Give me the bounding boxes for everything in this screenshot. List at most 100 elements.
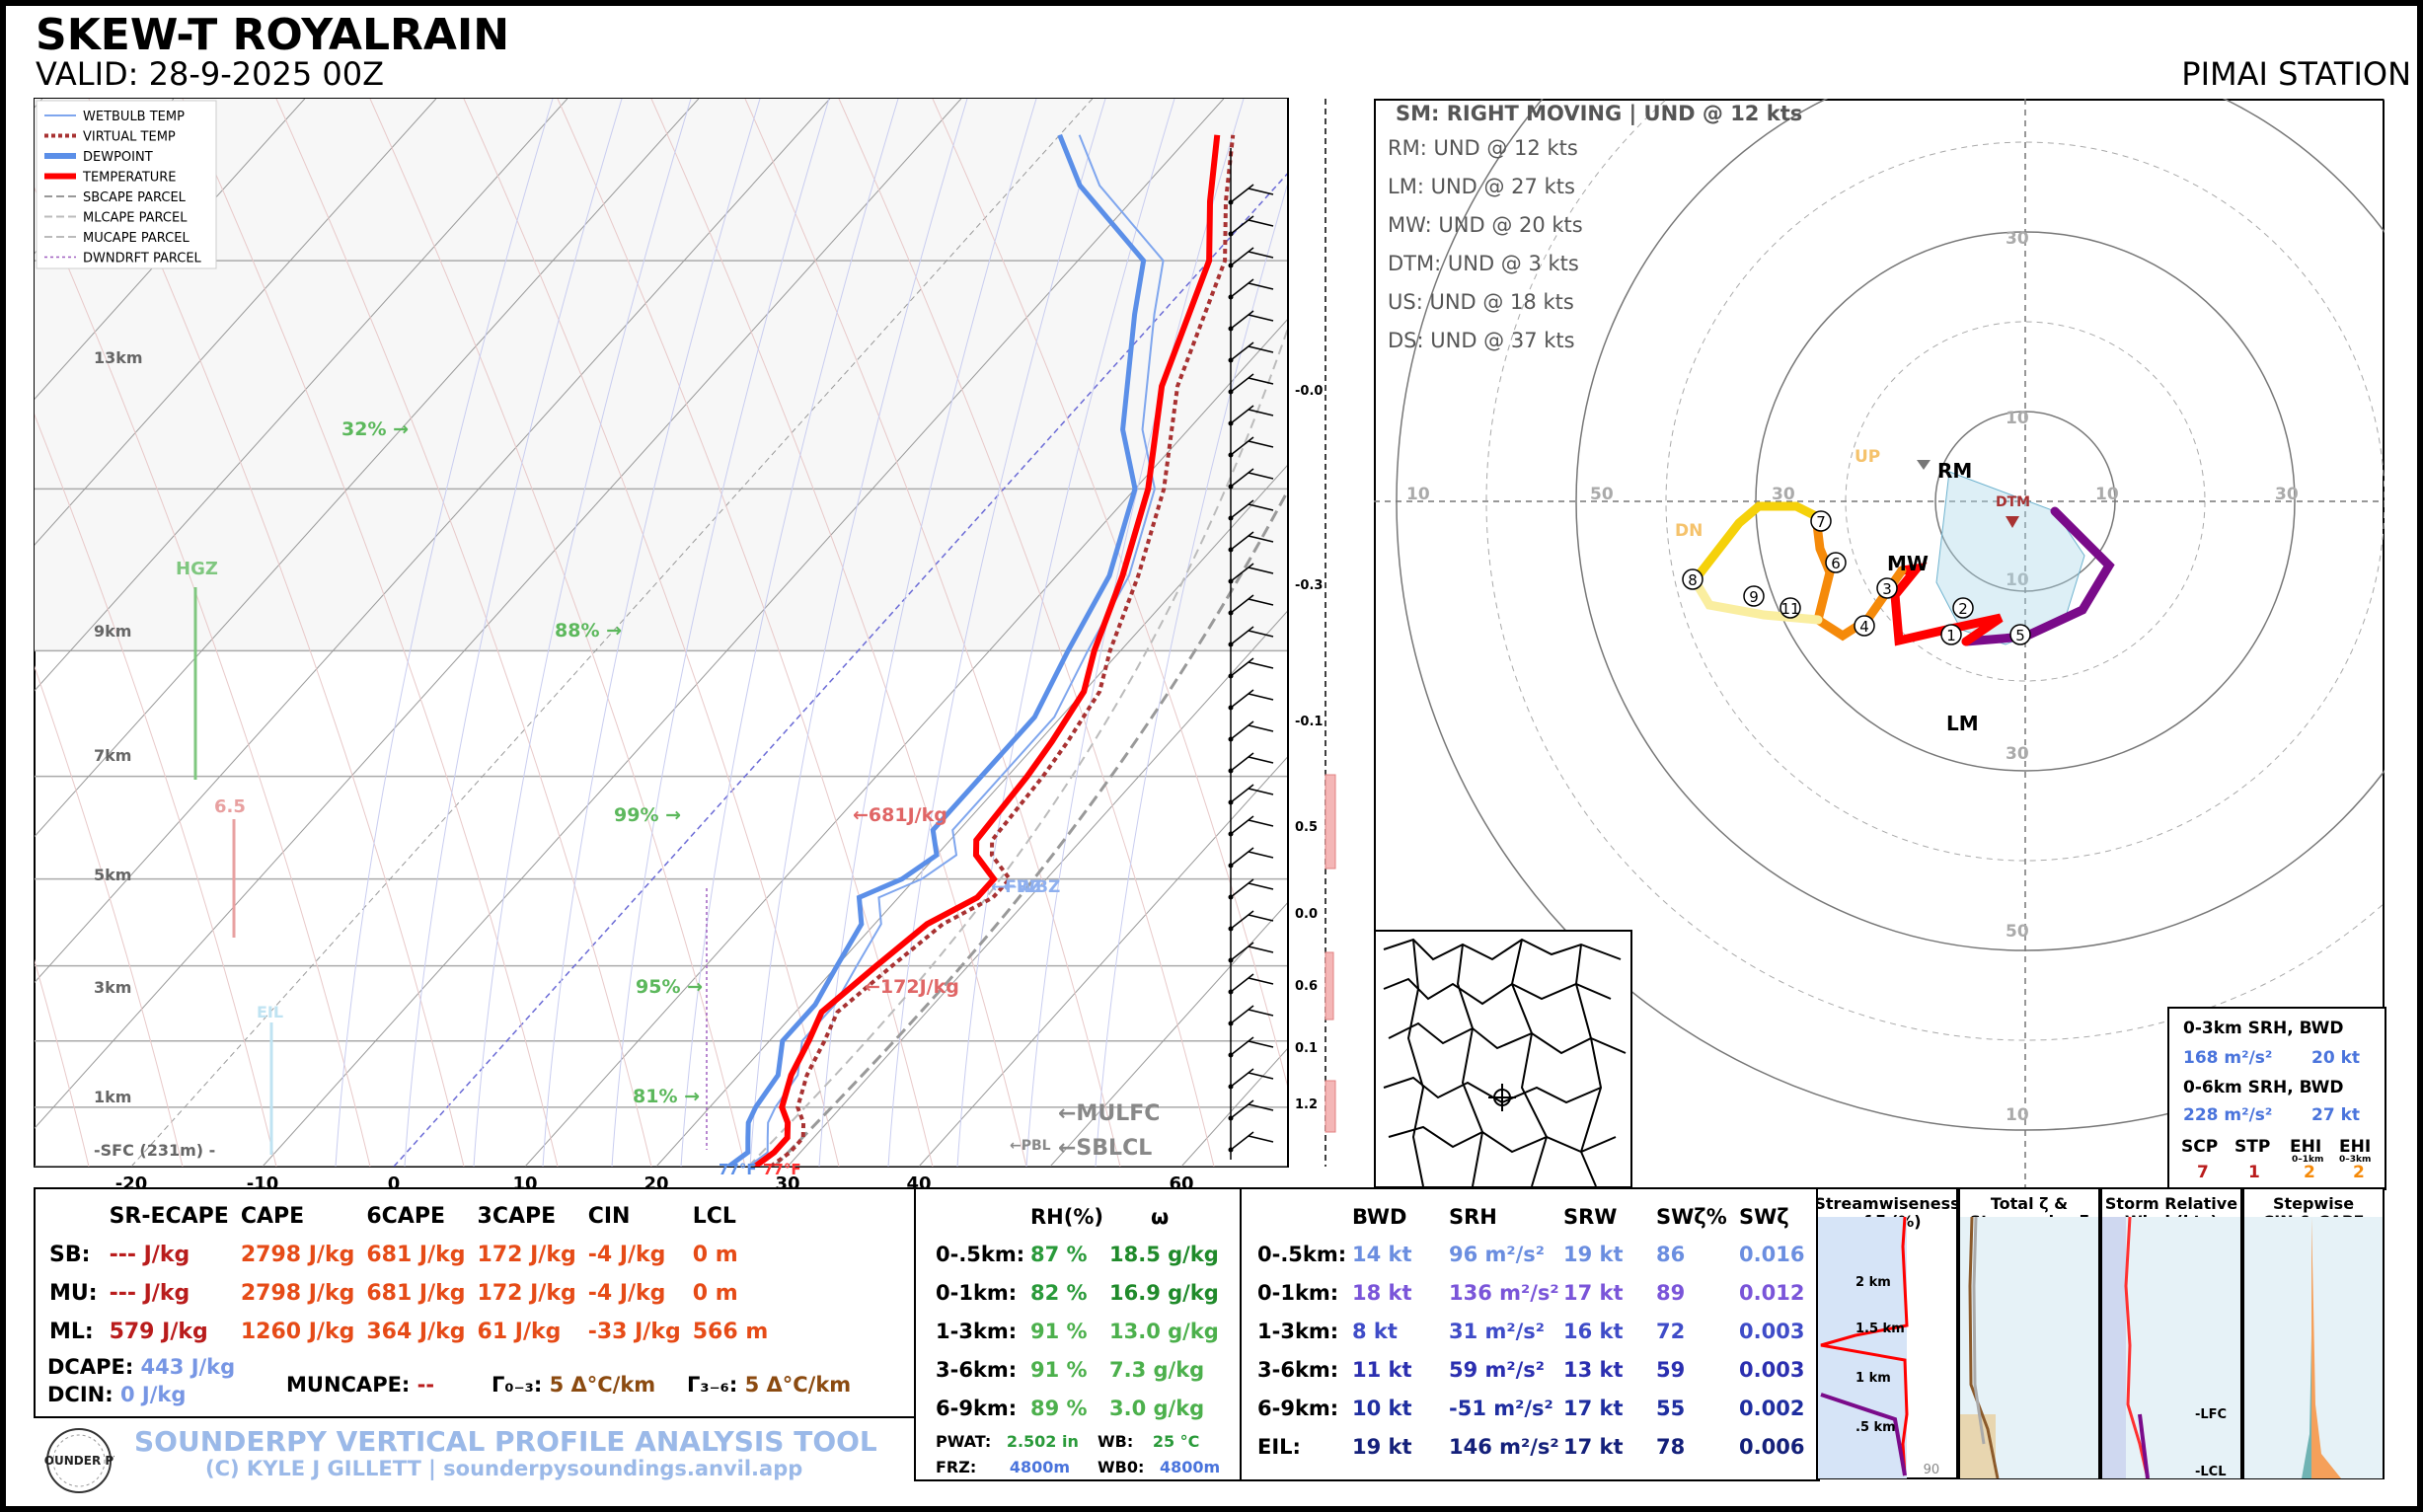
dry-adiabat [557, 99, 934, 1167]
cell: 2798 J/kg [240, 1281, 355, 1306]
hodo-marker-label: LM [1946, 712, 1979, 735]
mini-tick-label: 90 [1924, 1463, 1940, 1477]
dcape-label: DCAPE: [47, 1355, 134, 1379]
mini-panels: Streamwisenessof ζ (%)507090Total ζ &Str… [1816, 1187, 2385, 1479]
kinematic-cell: 59 [1656, 1358, 1686, 1382]
hodo-point-marker [1825, 552, 1847, 573]
wind-barb [1248, 188, 1274, 195]
cell: 579 J/kg [109, 1320, 208, 1344]
kinematic-cell: 10 kt [1352, 1397, 1412, 1420]
wind-barb [1230, 563, 1254, 582]
frz-label: FRZ: [936, 1458, 977, 1476]
kinematic-cell: 16 kt [1563, 1320, 1624, 1343]
muncape-label: MUNCAPE: [286, 1373, 411, 1397]
cape-fill [2311, 1217, 2341, 1478]
streamwise-low-line [1820, 1393, 1907, 1476]
wind-barb [1248, 914, 1274, 922]
moist-adiabat [887, 99, 1106, 1167]
legend-entry: DWNDRFT PARCEL [83, 252, 202, 266]
cell: -4 J/kg [587, 1243, 666, 1267]
omega-label: 0.5 [1295, 820, 1318, 835]
wind-barb [1248, 472, 1274, 480]
legend-entry: MUCAPE PARCEL [83, 231, 189, 246]
wind-barb [1230, 1036, 1254, 1056]
hodo-point-marker [1743, 585, 1765, 607]
moist-adiabat [749, 99, 968, 1167]
wind-barb [1248, 1135, 1274, 1143]
omega-label: -0.3 [1295, 578, 1323, 593]
kinematic-cell: 0.006 [1739, 1435, 1805, 1459]
station-name: PIMAI STATION [2181, 55, 2411, 93]
omega-label: -0.1 [1295, 715, 1323, 729]
total-vorticity-line [1968, 1216, 2000, 1479]
skewt-annotation: ←SBLCL [1058, 1136, 1152, 1161]
kinematic-cell: 17 kt [1563, 1281, 1624, 1305]
kinematic-header: SRH [1449, 1205, 1497, 1229]
mixing-ratio-value: 13.0 g/kg [1109, 1320, 1219, 1343]
wind-barb [1230, 1099, 1254, 1119]
pressure-tick-label: 1000 [0, 1159, 31, 1178]
kinematic-cell: 13 kt [1563, 1358, 1624, 1382]
lfc-mark: -LFC [2195, 1407, 2227, 1422]
row-label: ML: [49, 1320, 94, 1344]
wind-barb [1248, 756, 1274, 764]
wind-barb [1230, 752, 1254, 772]
hodo-point-label: 5 [2015, 627, 2025, 644]
cell: -33 J/kg [587, 1320, 681, 1344]
isotherm [262, 99, 1225, 1167]
dry-adiabat [744, 99, 1121, 1167]
wind-barb [1248, 440, 1274, 448]
kinematic-cell: 72 [1656, 1320, 1686, 1343]
moist-adiabat [473, 99, 692, 1167]
pressure-tick-label: 400 [0, 643, 31, 662]
wind-barb [1230, 689, 1254, 709]
srh03-value: 168 m²/s² [2183, 1048, 2273, 1068]
valid-time: VALID: 28-9-2025 00Z [36, 55, 385, 93]
wind-barb [1230, 784, 1254, 803]
dcape-value: 443 J/kg [140, 1355, 236, 1379]
legend-entry: DEWPOINT [83, 150, 153, 165]
wind-barb [1248, 503, 1274, 511]
storm-motion-text: LM: UND @ 27 kts [1388, 175, 1575, 198]
skewt-annotation: 13km [94, 348, 143, 367]
isotherm [655, 464, 1288, 1167]
bwd06-value: 27 kt [2311, 1105, 2361, 1125]
moist-adiabat [680, 99, 899, 1167]
hodo-marker-label: DTM [1996, 494, 2030, 510]
kinematic-cell: 89 [1656, 1281, 1686, 1305]
skewt-annotation: 77°F [719, 1161, 757, 1178]
hodo-marker-label: MW [1887, 552, 1929, 575]
isotherm [787, 609, 1288, 1167]
kinematic-header: SWζ% [1656, 1205, 1727, 1229]
kinematic-row-label: 1-3km: [1257, 1320, 1339, 1343]
hodo-ring-label: 30 [2275, 485, 2299, 504]
wind-barb [1230, 1131, 1254, 1151]
wind-barb [1230, 341, 1254, 361]
hodo-ring-label: 50 [2006, 922, 2029, 942]
wind-barb [1248, 567, 1274, 574]
stp-label: STP [2234, 1137, 2271, 1157]
isotherm [35, 99, 831, 984]
skewt-annotation: 9km [94, 622, 131, 641]
temperature-line [752, 134, 1221, 1167]
skewt-annotation: ←PBL [1010, 1138, 1051, 1154]
mini-height-label: 2 km [1855, 1275, 1891, 1290]
shear-box: 0-3km SRH, BWD 168 m²/s² 20 kt 0-6km SRH… [2167, 1007, 2386, 1190]
bwd03-value: 20 kt [2311, 1048, 2361, 1068]
skewt-annotation: HGZ [176, 559, 218, 579]
cell: 364 J/kg [366, 1320, 466, 1344]
omega-bar [1325, 951, 1334, 1021]
moist-adiabat [1025, 99, 1245, 1167]
skewt-annotation: 3km [94, 978, 131, 997]
row-label: SB: [49, 1243, 91, 1267]
wb-label: WB: [1098, 1432, 1134, 1451]
omega-bar [1325, 1080, 1336, 1133]
skewt-annotation: 5km [94, 866, 131, 884]
kinematic-cell: 14 kt [1352, 1243, 1412, 1266]
hodo-point-marker [1682, 568, 1704, 590]
skewt-annotation: 81% → [633, 1086, 700, 1107]
ehi3-value: 2 [2353, 1163, 2365, 1182]
moist-adiabat [335, 99, 554, 1167]
